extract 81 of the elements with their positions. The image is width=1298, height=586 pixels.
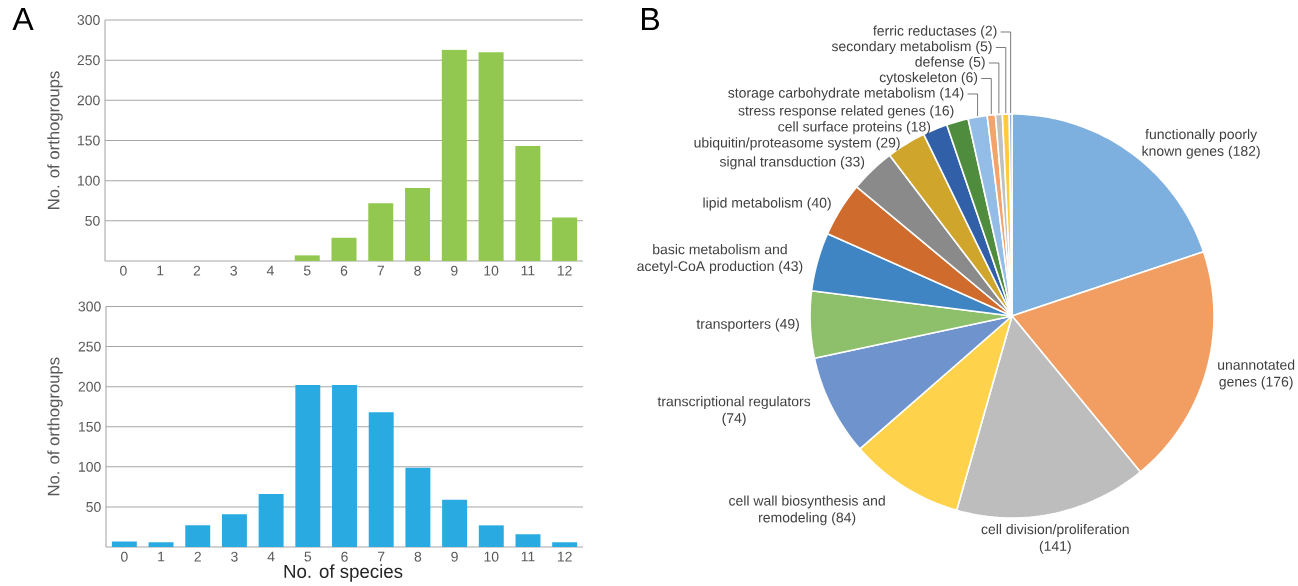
x-axis-title: No. of species <box>284 564 403 582</box>
slice-label: stress response related genes (16) <box>738 105 954 119</box>
y-tick-label: 50 <box>86 501 101 512</box>
y-axis-title: No. of orthogroups <box>47 71 63 209</box>
slice-label: transporters (49) <box>696 318 799 332</box>
x-tick-label: 4 <box>267 551 275 562</box>
chart-title: B <box>641 8 660 31</box>
slice-label: lipid metabolism (40) <box>703 197 831 211</box>
x-tick-label: 11 <box>521 551 535 562</box>
y-tick-label: 100 <box>78 175 100 186</box>
x-tick-label: 6 <box>340 265 348 276</box>
slice-label: functionally poorly known genes (182) <box>1142 128 1260 159</box>
x-tick-label: 5 <box>303 265 311 276</box>
x-tick-label: 9 <box>451 551 458 562</box>
x-tick-label: 4 <box>266 265 274 276</box>
bar <box>221 514 247 547</box>
bar <box>332 385 357 547</box>
bar <box>258 494 284 547</box>
bar <box>294 255 320 261</box>
y-tick-label: 250 <box>78 341 101 352</box>
slice-label: cell surface proteins (18) <box>778 121 931 135</box>
bar <box>368 203 394 261</box>
x-tick-label: 3 <box>230 265 237 276</box>
slice-label: unannotated genes (176) <box>1218 359 1295 390</box>
bar <box>515 534 541 547</box>
bar <box>185 525 211 547</box>
x-tick-label: 2 <box>193 265 201 276</box>
x-tick-label: 7 <box>378 551 385 562</box>
y-tick-label: 300 <box>78 301 101 312</box>
bar <box>111 541 137 547</box>
bar <box>552 542 578 547</box>
y-tick-label: 250 <box>77 55 100 66</box>
x-tick-label: 7 <box>377 265 384 276</box>
slice-label: transcriptional regulators (74) <box>657 396 811 426</box>
x-tick-label: 11 <box>521 265 535 276</box>
bar <box>405 467 431 547</box>
y-tick-label: 100 <box>79 461 101 472</box>
slice-label: cytoskeleton (6) <box>879 71 978 86</box>
x-tick-label: 10 <box>484 265 499 276</box>
x-tick-label: 8 <box>414 265 421 276</box>
bar <box>478 52 504 261</box>
chart-title: A <box>12 7 34 30</box>
x-tick-label: 10 <box>484 551 499 562</box>
x-tick-label: 5 <box>304 551 312 562</box>
x-tick-label: 0 <box>121 551 128 562</box>
bar <box>552 217 578 261</box>
bar <box>515 146 541 261</box>
slice-label: storage carbohydrate metabolism (14) <box>728 87 964 101</box>
x-tick-label: 12 <box>557 265 572 276</box>
slice-label: basic metabolism and acetyl-CoA production (43) <box>637 244 803 274</box>
y-tick-label: 300 <box>77 15 100 25</box>
slice-label: cell wall biosynthesis and remodeling (84) <box>729 495 885 526</box>
y-tick-label: 50 <box>85 215 100 226</box>
slice-label: cell division/proliferation (141) <box>981 523 1129 554</box>
y-axis-title: No. of orthogroups <box>47 357 63 496</box>
bar <box>478 525 504 547</box>
bar <box>368 412 394 547</box>
slice-label: ferric reductases (2) <box>873 25 997 39</box>
slice-label: signal transduction (33) <box>719 156 865 170</box>
x-tick-label: 0 <box>120 265 127 276</box>
x-tick-label: 8 <box>414 551 422 562</box>
x-tick-label: 1 <box>158 551 165 562</box>
bar <box>405 187 431 261</box>
x-tick-label: 9 <box>451 265 458 276</box>
y-tick-label: 200 <box>78 381 101 392</box>
y-tick-label: 150 <box>78 135 100 146</box>
slice-label: defense (5) <box>915 56 985 70</box>
x-tick-label: 6 <box>341 551 348 562</box>
bar <box>441 49 467 261</box>
x-tick-label: 3 <box>231 551 238 562</box>
y-tick-label: 150 <box>79 421 101 432</box>
bar <box>331 237 357 261</box>
slice-label: secondary metabolism (5) <box>831 40 992 55</box>
slice-label: ubiquitin/proteasome system (29) <box>694 137 900 151</box>
y-tick-label: 200 <box>77 95 100 106</box>
bar <box>148 542 174 547</box>
x-tick-label: 1 <box>157 265 164 276</box>
bar <box>295 385 321 547</box>
x-tick-label: 12 <box>557 551 572 562</box>
bar <box>442 499 468 547</box>
x-tick-label: 2 <box>194 551 201 562</box>
